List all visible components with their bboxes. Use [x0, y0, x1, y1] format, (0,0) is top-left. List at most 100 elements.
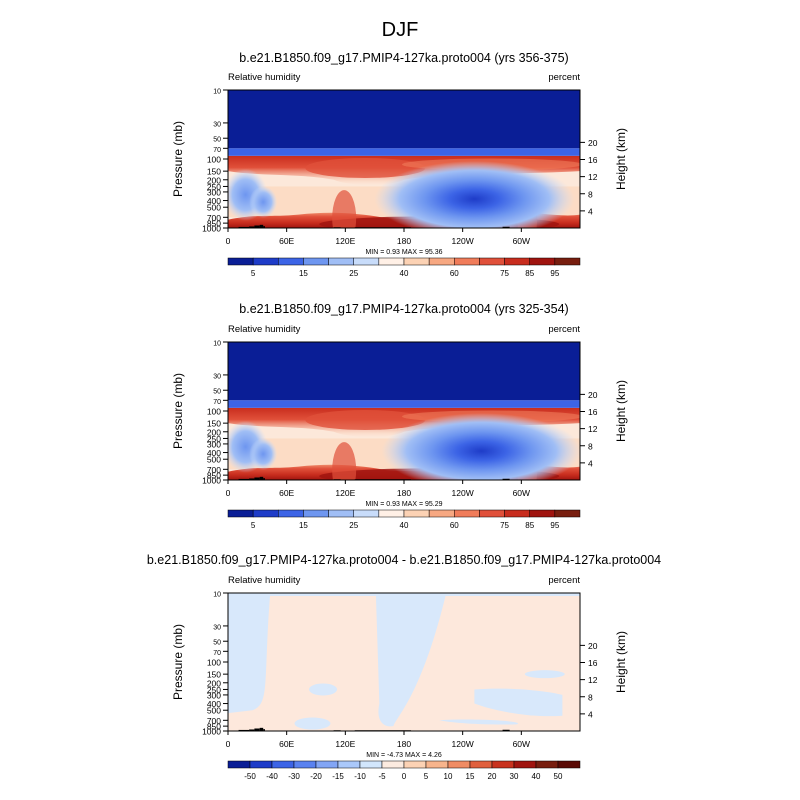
colorbar-swatch [554, 257, 581, 266]
stratosphere-dry-edge [228, 400, 580, 408]
y-tick-label: 400 [207, 699, 221, 709]
height-tick-label: 8 [588, 189, 593, 199]
colorbar-swatch [479, 257, 505, 266]
colorbar-label: 5 [251, 269, 256, 278]
colorbar-label: -20 [310, 772, 322, 781]
colorbar-swatch [227, 509, 254, 518]
x-tick-label: 60W [513, 488, 530, 498]
colorbar-label: -50 [244, 772, 256, 781]
colorbar-label: 85 [525, 521, 534, 530]
x-tick-label: 60W [513, 236, 530, 246]
colorbar-swatch [403, 760, 427, 769]
y-tick-label: 400 [207, 448, 221, 458]
colorbar-label: 60 [450, 521, 459, 530]
variable-label: Relative humidity [228, 575, 301, 586]
x-tick-label: 0 [226, 488, 231, 498]
colorbar-swatch [403, 509, 430, 518]
y-tick-label: 30 [213, 373, 221, 380]
right-axis-label: Height (km) [614, 380, 628, 442]
colorbar-swatch [353, 509, 380, 518]
y-axis-label: Pressure (mb) [171, 373, 185, 449]
y-tick-label: 30 [213, 121, 221, 128]
colorbar-swatch [557, 760, 581, 769]
x-tick-label: 120W [452, 236, 474, 246]
colorbar-label: 15 [466, 772, 475, 781]
colorbar-swatch [337, 760, 361, 769]
y-tick-label: 50 [213, 389, 221, 396]
colorbar-swatch [227, 760, 251, 769]
colorbar-label: 5 [251, 521, 256, 530]
colorbar-swatch [252, 257, 279, 266]
y-tick-label: 30 [213, 624, 221, 631]
colorbar-swatch [278, 257, 304, 266]
right-axis-label: Height (km) [614, 631, 628, 693]
y-tick-label: 100 [207, 155, 221, 165]
y-tick-label: 150 [207, 419, 221, 429]
panel-title: b.e21.B1850.f09_g17.PMIP4-127ka.proto004… [239, 302, 568, 316]
colorbar-label: 25 [349, 521, 358, 530]
y-axis-label: Pressure (mb) [171, 624, 185, 700]
height-tick-label: 8 [588, 692, 593, 702]
y-tick-label: 100 [207, 658, 221, 668]
dry-region-small [249, 438, 278, 471]
colorbar-label: 40 [532, 772, 541, 781]
colorbar-label: 30 [510, 772, 519, 781]
min-max-label: MIN = 0.93 MAX = 95.29 [365, 501, 442, 508]
y-tick-label: 1000 [202, 224, 221, 234]
height-tick-label: 20 [588, 390, 598, 400]
topography-bar [502, 226, 510, 228]
topography-bar [254, 728, 260, 731]
chart-panel-1: b.e21.B1850.f09_g17.PMIP4-127ka.proto004… [171, 51, 628, 278]
y-tick-label: 300 [207, 187, 221, 197]
y-tick-label: 500 [207, 203, 221, 213]
colorbar-swatch [359, 760, 383, 769]
variable-label: Relative humidity [228, 72, 301, 83]
colorbar-swatch [328, 509, 354, 518]
colorbar-label: 40 [400, 269, 409, 278]
topography-bar [249, 729, 255, 731]
x-tick-label: 120W [452, 739, 474, 749]
negative-anomaly-west [228, 593, 271, 714]
stratosphere-dry [228, 342, 580, 401]
colorbar-swatch [447, 760, 471, 769]
x-tick-label: 60E [279, 488, 294, 498]
height-tick-label: 12 [588, 675, 598, 685]
x-tick-label: 60W [513, 739, 530, 749]
colorbar-label: 60 [450, 269, 459, 278]
negative-anomaly-low [439, 719, 519, 725]
x-tick-label: 60E [279, 236, 294, 246]
y-tick-label: 850 [207, 219, 221, 229]
colorbar-label: 0 [402, 772, 407, 781]
colorbar-label: 15 [299, 521, 308, 530]
colorbar-label: 95 [550, 269, 559, 278]
x-tick-label: 0 [226, 236, 231, 246]
y-tick-label: 50 [213, 137, 221, 144]
contour-field [228, 593, 580, 731]
colorbar-label: -10 [354, 772, 366, 781]
contour-field [228, 342, 580, 480]
y-tick-label: 10 [213, 341, 221, 348]
y-tick-label: 150 [207, 670, 221, 680]
y-tick-label: 850 [207, 722, 221, 732]
colorbar-swatch [428, 509, 455, 518]
y-tick-label: 300 [207, 690, 221, 700]
height-tick-label: 16 [588, 407, 598, 417]
x-tick-label: 180 [397, 488, 411, 498]
y-tick-label: 500 [207, 455, 221, 465]
min-max-label: MIN = 0.93 MAX = 95.36 [365, 249, 442, 256]
colorbar-label: 15 [299, 269, 308, 278]
colorbar-swatch [513, 760, 537, 769]
height-tick-label: 4 [588, 206, 593, 216]
y-tick-label: 700 [207, 213, 221, 223]
height-tick-label: 16 [588, 658, 598, 668]
x-tick-label: 180 [397, 236, 411, 246]
colorbar-swatch [303, 509, 329, 518]
colorbar-swatch [403, 257, 430, 266]
colorbar-label: -5 [378, 772, 386, 781]
right-axis-label: Height (km) [614, 128, 628, 190]
y-tick-label: 10 [213, 592, 221, 599]
y-tick-label: 70 [213, 650, 221, 657]
chart-panel-3: b.e21.B1850.f09_g17.PMIP4-127ka.proto004… [147, 553, 661, 781]
colorbar-label: 75 [500, 269, 509, 278]
colorbar-swatch [454, 509, 480, 518]
